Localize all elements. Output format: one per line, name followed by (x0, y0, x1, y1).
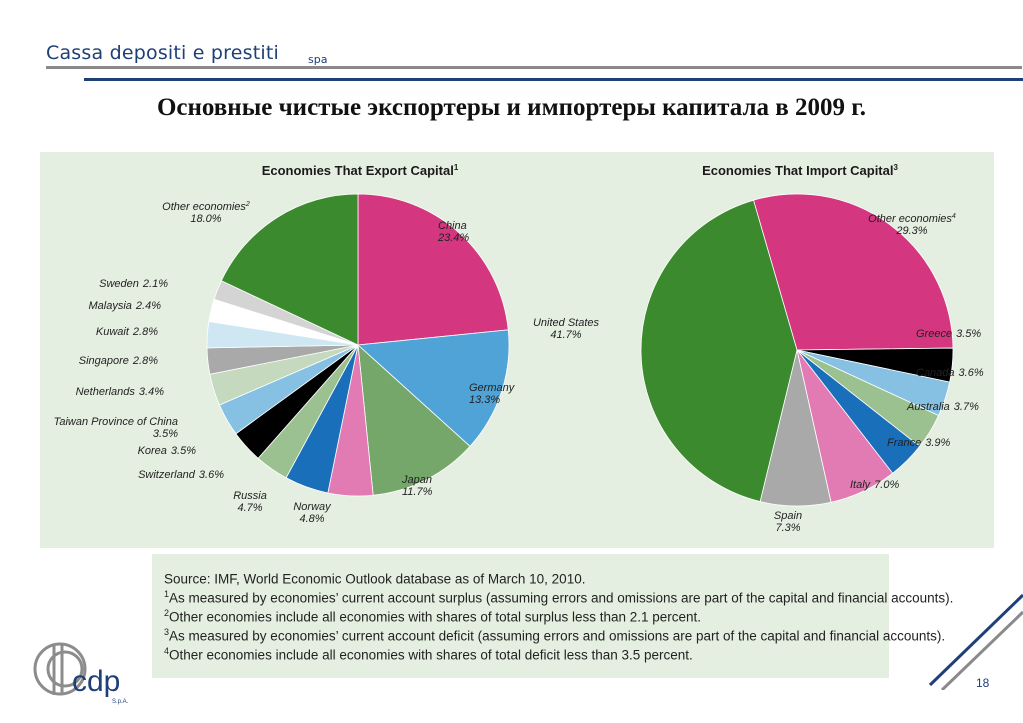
slice-label-malaysia: Malaysia 2.4% (89, 300, 162, 312)
source-note: Source: IMF, World Economic Outlook data… (164, 570, 585, 587)
footnote-3: 3As measured by economies’ current accou… (164, 627, 945, 644)
chart-panel: Economies That Export Capital1 China 23.4%… (40, 152, 994, 548)
slice-label-russia: Russia 4.7% (233, 490, 267, 514)
brand-suffix: spa (308, 53, 328, 66)
page-number: 18 (976, 676, 990, 690)
chart-title: Economies That Export Capital1 (262, 163, 459, 178)
slice-label-germany: Germany 13.3% (469, 382, 516, 406)
footnote-1: 1As measured by economies’ current accou… (164, 589, 953, 606)
cdp-logo: cdp S.p.A. (33, 642, 129, 705)
chart-title: Economies That Import Capital3 (702, 163, 898, 178)
pie-chart-2: Economies That Import Capital3 Other econ… (533, 163, 984, 534)
cdp-emblem-icon (33, 642, 87, 696)
slice-label-taiwan-province-of-china: Taiwan Province of China 3.5% (54, 416, 179, 440)
pie-slice-germany (357, 329, 510, 447)
slice-label-australia: Australia 3.7% (906, 401, 979, 413)
slice-label-other-economies: Other economies4 29.3% (868, 213, 956, 237)
slide-title: Основные чистые экспортеры и импортеры к… (156, 94, 867, 121)
slice-label-singapore: Singapore 2.8% (79, 355, 158, 367)
slice-label-italy: Italy 7.0% (850, 479, 899, 491)
footnote-2: 2Other economies include all economies w… (164, 608, 701, 625)
footnote-4: 4Other economies include all economies w… (164, 646, 693, 663)
slice-label-netherlands: Netherlands 3.4% (76, 386, 165, 398)
slice-label-korea: Korea 3.5% (138, 445, 197, 457)
slice-label-france: France 3.9% (887, 437, 951, 449)
corner-decoration (928, 593, 1023, 690)
note-mark: 4 (164, 646, 170, 656)
pie-slice-other-economies (220, 193, 359, 346)
slice-label-greece: Greece 3.5% (916, 328, 981, 340)
note-text: As measured by economies’ current accoun… (169, 590, 954, 606)
pie-chart-1: Economies That Export Capital1 China 23.4%… (54, 163, 516, 525)
header-rule-grey (46, 66, 1022, 69)
slice-label-japan: Japan 11.7% (401, 474, 433, 498)
slice-label-china: China 23.4% (437, 220, 469, 244)
note-mark: 1 (164, 589, 170, 599)
notes-panel: Source: IMF, World Economic Outlook data… (152, 554, 953, 678)
note-text: Source: IMF, World Economic Outlook data… (164, 571, 586, 587)
slice-label-canada: Canada 3.6% (916, 367, 984, 379)
corner-line-grey (940, 610, 1023, 690)
slice-label-switzerland: Switzerland 3.6% (138, 469, 224, 481)
logo-subtext: S.p.A. (112, 699, 129, 705)
note-text: Other economies include all economies wi… (169, 647, 693, 663)
note-mark: 2 (164, 608, 170, 618)
header-rule-blue (84, 78, 1023, 81)
pie-charts: Economies That Export Capital1 China 23.4%… (54, 163, 984, 534)
slice-label-spain: Spain 7.3% (774, 510, 802, 534)
pie-slice-other-economies (752, 193, 954, 351)
slice-label-united-states: United States 41.7% (533, 317, 600, 341)
slice-label-kuwait: Kuwait 2.8% (96, 326, 158, 338)
slice-label-norway: Norway 4.8% (293, 501, 332, 525)
slice-label-sweden: Sweden 2.1% (99, 278, 168, 290)
brand-name: Cassa depositi e prestiti (46, 42, 279, 64)
note-text: As measured by economies’ current accoun… (169, 628, 946, 644)
note-text: Other economies include all economies wi… (169, 609, 702, 625)
pie-slice-united-states (640, 199, 798, 503)
pie-slice-japan (357, 344, 471, 496)
logo-text: cdp (72, 665, 120, 698)
corner-line-blue (928, 593, 1023, 687)
slice-label-other-economies: Other economies2 18.0% (162, 201, 250, 225)
note-mark: 3 (164, 627, 170, 637)
pie-slice-china (357, 193, 509, 346)
